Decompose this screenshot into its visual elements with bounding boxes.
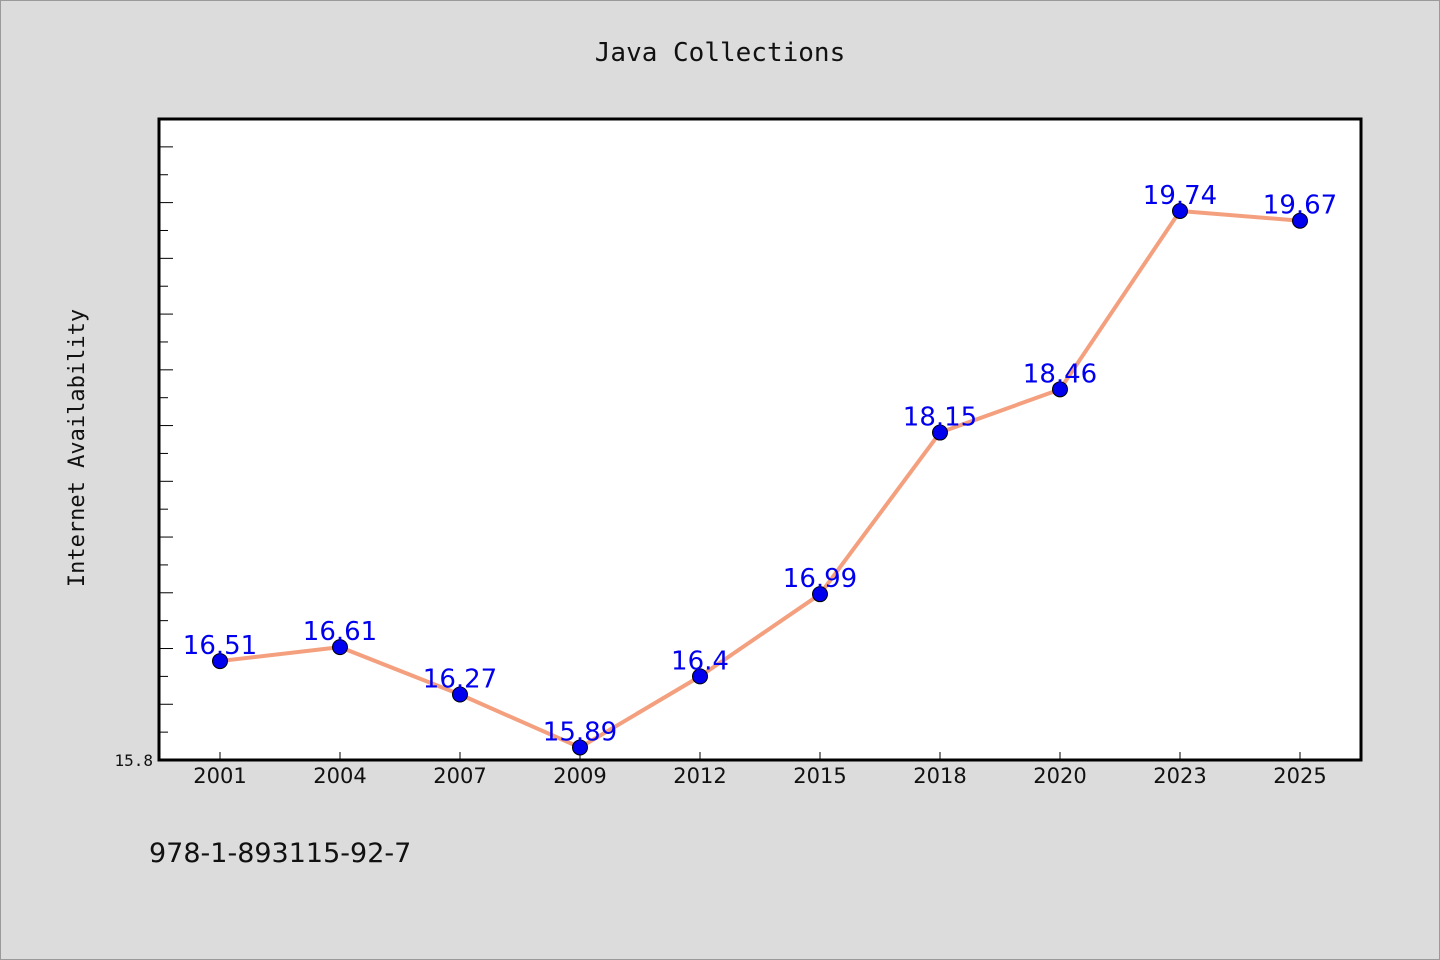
data-label: 19.74 [1143, 181, 1217, 211]
y-tick-label: 15.8 [114, 751, 153, 770]
x-tick-label: 2025 [1273, 764, 1326, 788]
x-tick-label: 2004 [313, 764, 366, 788]
data-label: 18.46 [1023, 359, 1097, 389]
data-point [692, 668, 708, 685]
data-point [212, 653, 228, 670]
data-point [1052, 381, 1068, 398]
series-line [219, 208, 1301, 750]
data-label: 18.15 [903, 403, 977, 433]
x-tick-label: 2001 [193, 764, 246, 788]
data-point [572, 739, 588, 756]
x-tick-label: 2007 [433, 764, 486, 788]
data-point [332, 639, 348, 656]
x-tick-label: 2020 [1033, 764, 1086, 788]
data-label: 16.99 [783, 564, 857, 594]
y-axis-label: Internet Availability [65, 309, 90, 587]
x-tick-label: 2023 [1153, 764, 1206, 788]
plot-border [157, 117, 1363, 762]
data-point [932, 424, 948, 441]
data-point [1172, 202, 1188, 219]
data-label: 16.61 [303, 617, 377, 647]
data-labels: 16.51 16.61 16.27 15.89 16.4 16.99 18.15 18.46 1… [183, 181, 1337, 747]
data-label: 15.89 [543, 717, 617, 747]
series-group [212, 202, 1308, 756]
data-point [1292, 212, 1308, 229]
footnote: 978-1-893115-92-7 [149, 838, 411, 869]
data-label: 19.67 [1263, 191, 1337, 221]
x-axis-ticks: 2001 2004 2007 2009 2012 2015 2018 2020 2023 2025 [193, 752, 1327, 788]
data-label: 16.51 [183, 631, 257, 661]
x-tick-label: 2012 [673, 764, 726, 788]
data-label: 16.27 [423, 665, 497, 695]
x-tick-label: 2015 [793, 764, 846, 788]
data-point [452, 686, 468, 703]
data-label: 16.4 [671, 646, 729, 676]
x-tick-label: 2009 [553, 764, 606, 788]
x-tick-label: 2018 [913, 764, 966, 788]
chart-title: Java Collections [595, 38, 845, 68]
data-point [812, 586, 828, 603]
